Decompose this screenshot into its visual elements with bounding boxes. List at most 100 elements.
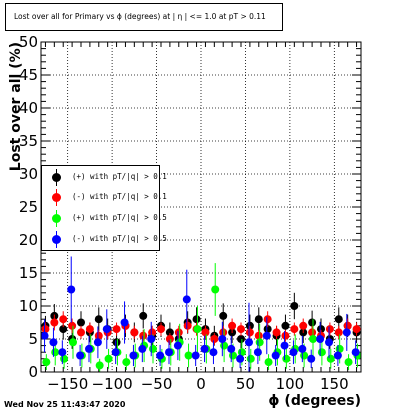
legend-entry: (+) with pT/|q| > 0.5 bbox=[42, 209, 167, 229]
data-point bbox=[40, 331, 49, 340]
data-point bbox=[77, 318, 85, 327]
data-point bbox=[102, 325, 111, 334]
data-point bbox=[129, 351, 138, 360]
data-point bbox=[85, 344, 93, 353]
data-point bbox=[316, 335, 325, 343]
data-point bbox=[59, 325, 68, 334]
data-point bbox=[183, 321, 192, 330]
data-point bbox=[325, 325, 334, 334]
data-point bbox=[95, 361, 104, 370]
data-point bbox=[237, 325, 245, 334]
data-point bbox=[94, 315, 103, 324]
data-point bbox=[138, 344, 147, 353]
data-point bbox=[262, 331, 271, 340]
y-tick-label: 10 bbox=[19, 297, 38, 315]
data-point bbox=[343, 321, 352, 330]
data-point bbox=[147, 335, 156, 343]
data-point bbox=[307, 354, 316, 363]
y-tick-label: 30 bbox=[19, 165, 38, 183]
data-point bbox=[112, 325, 121, 334]
data-point bbox=[299, 321, 308, 330]
data-point bbox=[290, 325, 299, 334]
data-point bbox=[59, 315, 68, 324]
data-point bbox=[165, 335, 174, 343]
data-point bbox=[219, 311, 228, 320]
data-point bbox=[139, 331, 148, 340]
data-point bbox=[317, 325, 325, 334]
data-point bbox=[85, 325, 94, 334]
data-point bbox=[51, 348, 60, 357]
legend-marker bbox=[52, 214, 61, 223]
data-point bbox=[191, 351, 200, 360]
x-tick-label: −50 bbox=[141, 375, 173, 393]
legend-marker bbox=[52, 193, 61, 202]
data-point bbox=[50, 318, 59, 327]
data-point bbox=[245, 328, 254, 337]
legend-marker bbox=[52, 173, 61, 182]
y-tick-label: 35 bbox=[19, 132, 38, 150]
data-point bbox=[184, 351, 193, 360]
data-point bbox=[308, 318, 317, 327]
data-point bbox=[210, 335, 219, 343]
data-point bbox=[58, 348, 67, 357]
data-point bbox=[67, 285, 76, 294]
data-point bbox=[237, 335, 245, 343]
data-point bbox=[282, 354, 291, 363]
data-point bbox=[122, 358, 131, 367]
x-tick-label: 150 bbox=[320, 375, 349, 393]
y-tick-label: 15 bbox=[19, 264, 38, 282]
y-tick-label: 50 bbox=[19, 33, 38, 51]
data-point bbox=[165, 328, 174, 337]
data-point bbox=[69, 338, 77, 347]
y-axis-label: Lost over all (%) bbox=[8, 42, 24, 171]
data-point bbox=[156, 351, 165, 360]
data-point bbox=[334, 328, 343, 337]
y-tick-label: 25 bbox=[19, 198, 38, 216]
data-point bbox=[228, 321, 237, 330]
data-point bbox=[298, 344, 307, 353]
y-tick-label: 45 bbox=[19, 66, 38, 84]
data-point bbox=[351, 348, 360, 357]
data-point bbox=[334, 315, 343, 324]
legend-entry: (-) with pT/|q| > 0.5 bbox=[42, 230, 167, 250]
data-point bbox=[174, 328, 183, 337]
data-point bbox=[49, 338, 58, 347]
x-tick-label: 0 bbox=[196, 375, 206, 393]
data-point bbox=[342, 328, 351, 337]
data-point bbox=[41, 325, 50, 334]
data-point bbox=[263, 325, 272, 334]
timestamp: Wed Nov 25 11:43:47 2020 bbox=[4, 400, 126, 409]
data-point bbox=[93, 338, 102, 347]
data-point bbox=[245, 338, 253, 347]
data-point bbox=[42, 358, 51, 367]
legend-label: (+) with pT/|q| > 0.1 bbox=[72, 172, 167, 181]
data-point bbox=[236, 354, 245, 363]
y-tick-label: 20 bbox=[19, 231, 38, 249]
legend-label: (-) with pT/|q| > 0.5 bbox=[72, 234, 167, 243]
data-point bbox=[281, 331, 290, 340]
x-tick-label: −100 bbox=[92, 375, 133, 393]
y-tick-label: 0 bbox=[28, 363, 38, 381]
legend: (+) with pT/|q| > 0.1 (-) with pT/|q| > … bbox=[41, 165, 167, 251]
legend-marker bbox=[52, 235, 61, 244]
data-point bbox=[308, 328, 317, 337]
data-point bbox=[254, 315, 263, 324]
series-3 bbox=[40, 256, 360, 372]
data-point bbox=[254, 331, 263, 340]
data-point bbox=[290, 302, 299, 310]
y-tick-label: 40 bbox=[19, 99, 38, 117]
data-point bbox=[111, 348, 120, 357]
data-point bbox=[192, 315, 201, 324]
data-point bbox=[200, 344, 209, 353]
data-point bbox=[227, 344, 236, 353]
data-point bbox=[326, 354, 335, 363]
data-point bbox=[104, 354, 113, 363]
data-point bbox=[182, 295, 191, 304]
data-point bbox=[112, 338, 121, 347]
chart-title: Lost over all for Primary vs ϕ (degrees)… bbox=[14, 12, 266, 21]
data-point bbox=[317, 348, 326, 357]
data-point bbox=[218, 335, 227, 343]
data-point bbox=[120, 318, 129, 327]
data-point bbox=[149, 344, 157, 353]
